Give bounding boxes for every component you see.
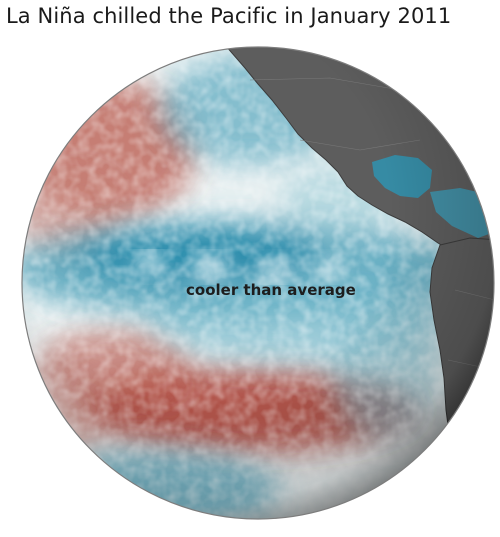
globe-outline: [21, 46, 495, 520]
cool-region-annotation: cooler than average: [186, 281, 356, 299]
map-title: La Niña chilled the Pacific in January 2…: [6, 4, 452, 28]
globe-shading: [22, 47, 494, 519]
